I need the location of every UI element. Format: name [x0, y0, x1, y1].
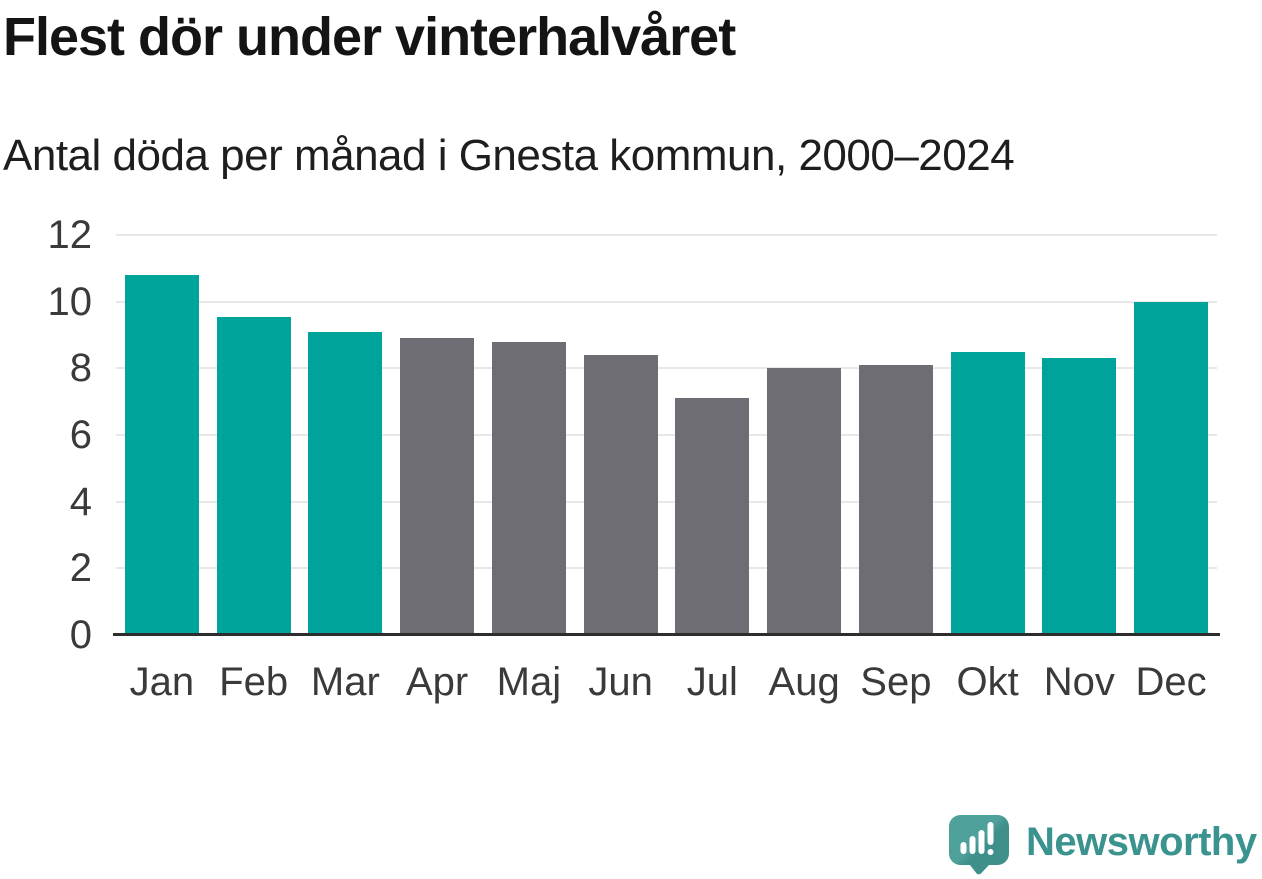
y-tick-label-12: 12 — [47, 213, 93, 257]
newsworthy-logo-text: Newsworthy — [1026, 820, 1257, 864]
gridline-6 — [116, 434, 1217, 436]
x-axis-label-jun: Jun — [588, 660, 653, 704]
bar-mar — [308, 332, 383, 635]
y-tick-label-2: 2 — [69, 546, 92, 591]
y-tick-label-8: 8 — [69, 346, 92, 391]
bar-aug — [767, 368, 842, 635]
x-axis-label-apr: Apr — [406, 660, 469, 704]
gridline-4 — [116, 500, 1217, 503]
gridline-10 — [116, 300, 1217, 303]
logo-exclamation-bar — [987, 822, 994, 845]
gridline-8 — [116, 367, 1217, 370]
logo-bar-medium — [969, 836, 976, 854]
bar-apr — [400, 338, 475, 635]
y-tick-label-0: 0 — [69, 613, 92, 657]
bar-jul — [675, 398, 750, 635]
logo-bar-small — [960, 842, 967, 854]
gridline-2 — [116, 567, 1217, 570]
y-tick-label-4: 4 — [69, 479, 92, 524]
bar-feb — [216, 317, 291, 635]
x-axis-label-dec: Dec — [1135, 660, 1207, 704]
x-axis-label-jan: Jan — [129, 660, 195, 704]
x-axis-label-maj: Maj — [496, 660, 562, 704]
bar-dec — [1134, 302, 1209, 635]
bar-sep — [858, 365, 933, 635]
x-axis-label-sep: Sep — [860, 660, 932, 704]
x-axis-label-aug: Aug — [768, 660, 840, 704]
newsworthy-logo-icon — [949, 815, 1009, 875]
logo-exclamation-dot — [987, 849, 994, 855]
x-axis-label-nov: Nov — [1043, 660, 1115, 704]
bar-jan — [124, 275, 199, 635]
chart-title: Flest dör under vinterhalvåret — [3, 7, 736, 67]
bar-jun — [583, 355, 658, 635]
x-axis-label-feb: Feb — [219, 660, 289, 704]
x-axis-line — [113, 633, 1220, 636]
bar-okt — [950, 352, 1025, 635]
y-tick-label-6: 6 — [69, 413, 92, 457]
gridline-12 — [116, 234, 1217, 236]
x-axis-label-jul: Jul — [686, 660, 738, 704]
newsworthy-logo: Newsworthy — [946, 813, 1257, 875]
x-axis-label-okt: Okt — [956, 660, 1019, 704]
y-tick-label-10: 10 — [47, 279, 93, 324]
bar-nov — [1042, 358, 1117, 635]
x-axis-label-mar: Mar — [310, 660, 380, 704]
logo-bar-large — [978, 830, 985, 854]
bar-maj — [491, 342, 566, 635]
plot-area — [116, 234, 1217, 635]
chart-subtitle: Antal döda per månad i Gnesta kommun, 20… — [3, 131, 1015, 180]
